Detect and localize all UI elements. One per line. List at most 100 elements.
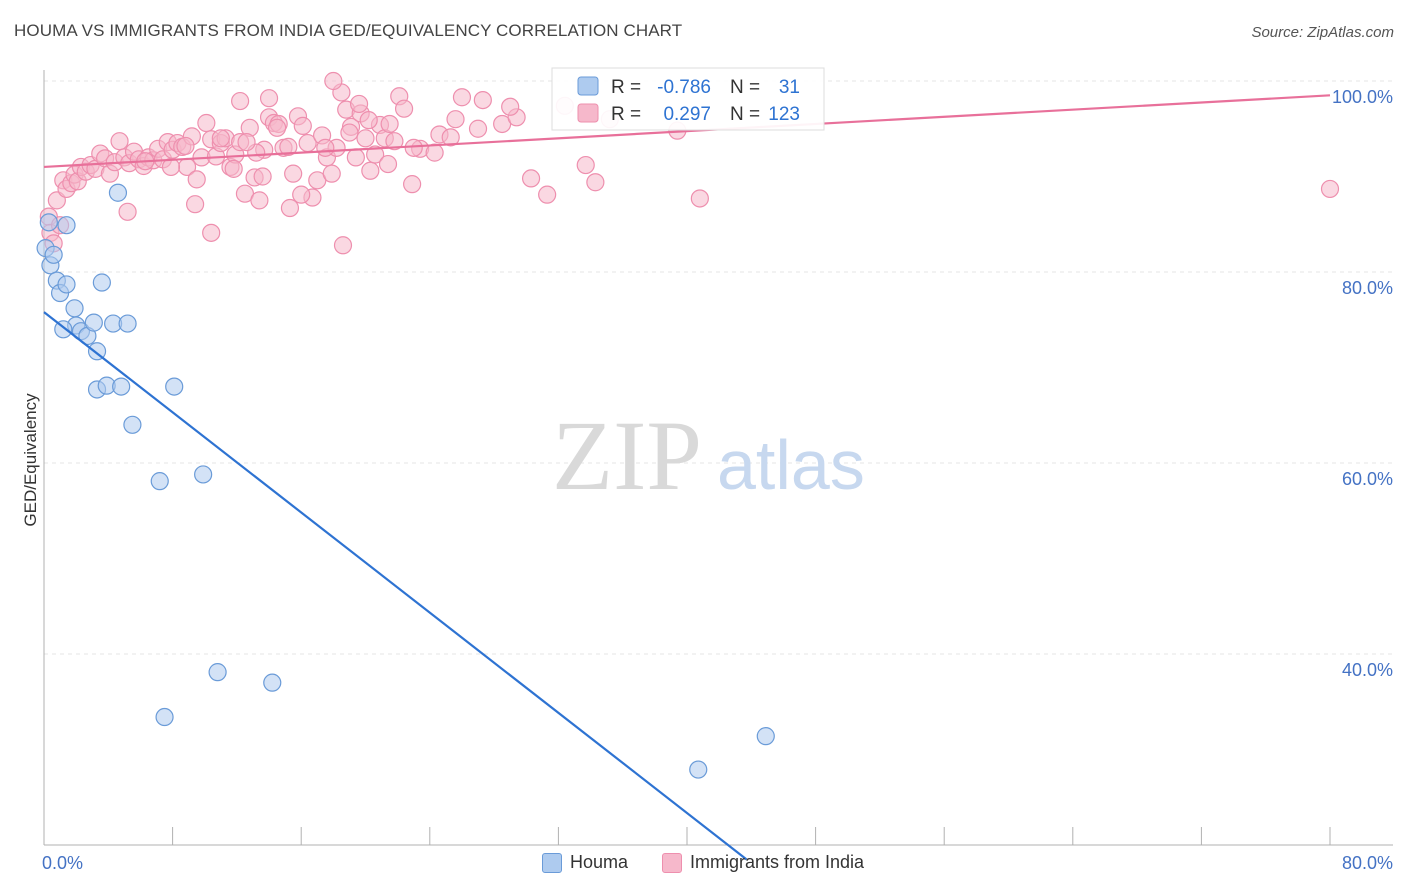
houma-point [263,673,282,692]
y-tick-label: 100.0% [1332,87,1393,107]
houma-point [150,472,169,491]
india-point [690,189,709,208]
india-point [366,145,385,164]
india-point [284,164,303,183]
houma-point [39,213,58,232]
stats-legend: R = -0.786 N = 31 R = 0.297 N = 123 [551,67,825,131]
india-point [186,195,205,214]
houma-points [36,183,775,779]
houma-point [208,663,227,682]
x-tick-label: 0.0% [42,853,83,873]
india-point [187,170,206,189]
india-point [250,191,269,210]
houma-point [689,760,708,779]
india-point [224,159,243,178]
houma-point [112,377,131,396]
india-point [267,118,287,137]
trend-lines [43,94,1331,861]
india-legend-swatch [661,852,682,873]
houma-point [155,707,174,727]
india-point [280,198,300,218]
watermark: ZIP atlas [552,400,865,511]
india-point [441,128,460,147]
india-point [361,161,380,180]
india-point [292,185,311,204]
india-point [322,164,341,183]
india-point [501,97,520,116]
india-point [349,94,369,114]
houma-point [44,245,63,264]
india-n-label: N = [730,104,760,125]
india-point [380,114,399,134]
india-point [359,111,378,130]
india-point [1320,179,1340,199]
india-point [378,154,398,174]
legend-item-houma: Houma [541,852,628,873]
legend-item-india: Immigrants from India [661,852,864,873]
y-axis-title: GED/Equivalency [21,393,40,527]
india-point [586,173,605,192]
india-point [403,175,422,194]
india-point [161,157,181,177]
india-point [333,236,353,255]
india-point [356,129,375,148]
india-point [176,136,195,156]
india-point [110,132,129,151]
india-point [468,119,488,138]
india-point [259,89,279,108]
india-point [197,113,216,133]
y-tick-label: 40.0% [1342,660,1393,680]
india-point [202,223,221,242]
houma-trendline [43,311,748,861]
india-r-label: R = [611,104,641,125]
india-r-value: 0.297 [663,104,711,125]
houma-r-label: R = [611,77,641,98]
houma-point [57,275,76,294]
houma-point [57,216,76,235]
source-label: Source: ZipAtlas.com [1251,24,1394,41]
india-point [425,143,444,162]
houma-point [165,377,184,396]
houma-point [123,415,142,434]
india-n-value: 123 [768,104,800,125]
x-tick-label: 80.0% [1342,853,1393,873]
india-point [473,90,492,110]
houma-r-value: -0.786 [657,77,711,98]
axes [43,70,1393,846]
india-point [404,138,423,157]
x-ticks [43,827,1331,845]
india-point [279,137,298,156]
india-point [452,88,472,107]
india-point [340,123,359,142]
india-point [237,133,256,152]
india-point [521,169,541,188]
houma-n-value: 31 [779,77,800,98]
india-point [446,110,465,129]
series-legend: Houma Immigrants from India [0,852,1406,873]
y-tick-label: 60.0% [1342,469,1393,489]
houma-point [756,727,775,746]
india-point [538,185,557,204]
houma-point [84,313,103,332]
houma-point [92,273,111,292]
india-trendline [43,94,1331,169]
india-point [118,202,137,221]
india-points [39,71,1340,255]
houma-stats-swatch [577,76,599,96]
houma-point [108,183,128,202]
india-point [231,91,250,111]
india-point [253,167,272,186]
houma-legend-label: Houma [569,852,628,872]
india-stats-swatch [577,103,599,123]
india-point [316,138,335,157]
grid-lines [44,80,1393,655]
watermark-zip: ZIP [552,400,702,511]
chart-title: HOUMA VS IMMIGRANTS FROM INDIA GED/EQUIV… [14,21,683,40]
india-point [346,148,365,167]
houma-point [194,465,213,484]
houma-legend-swatch [541,852,562,873]
india-point [385,132,404,151]
india-point [211,129,230,148]
houma-point [118,314,137,333]
